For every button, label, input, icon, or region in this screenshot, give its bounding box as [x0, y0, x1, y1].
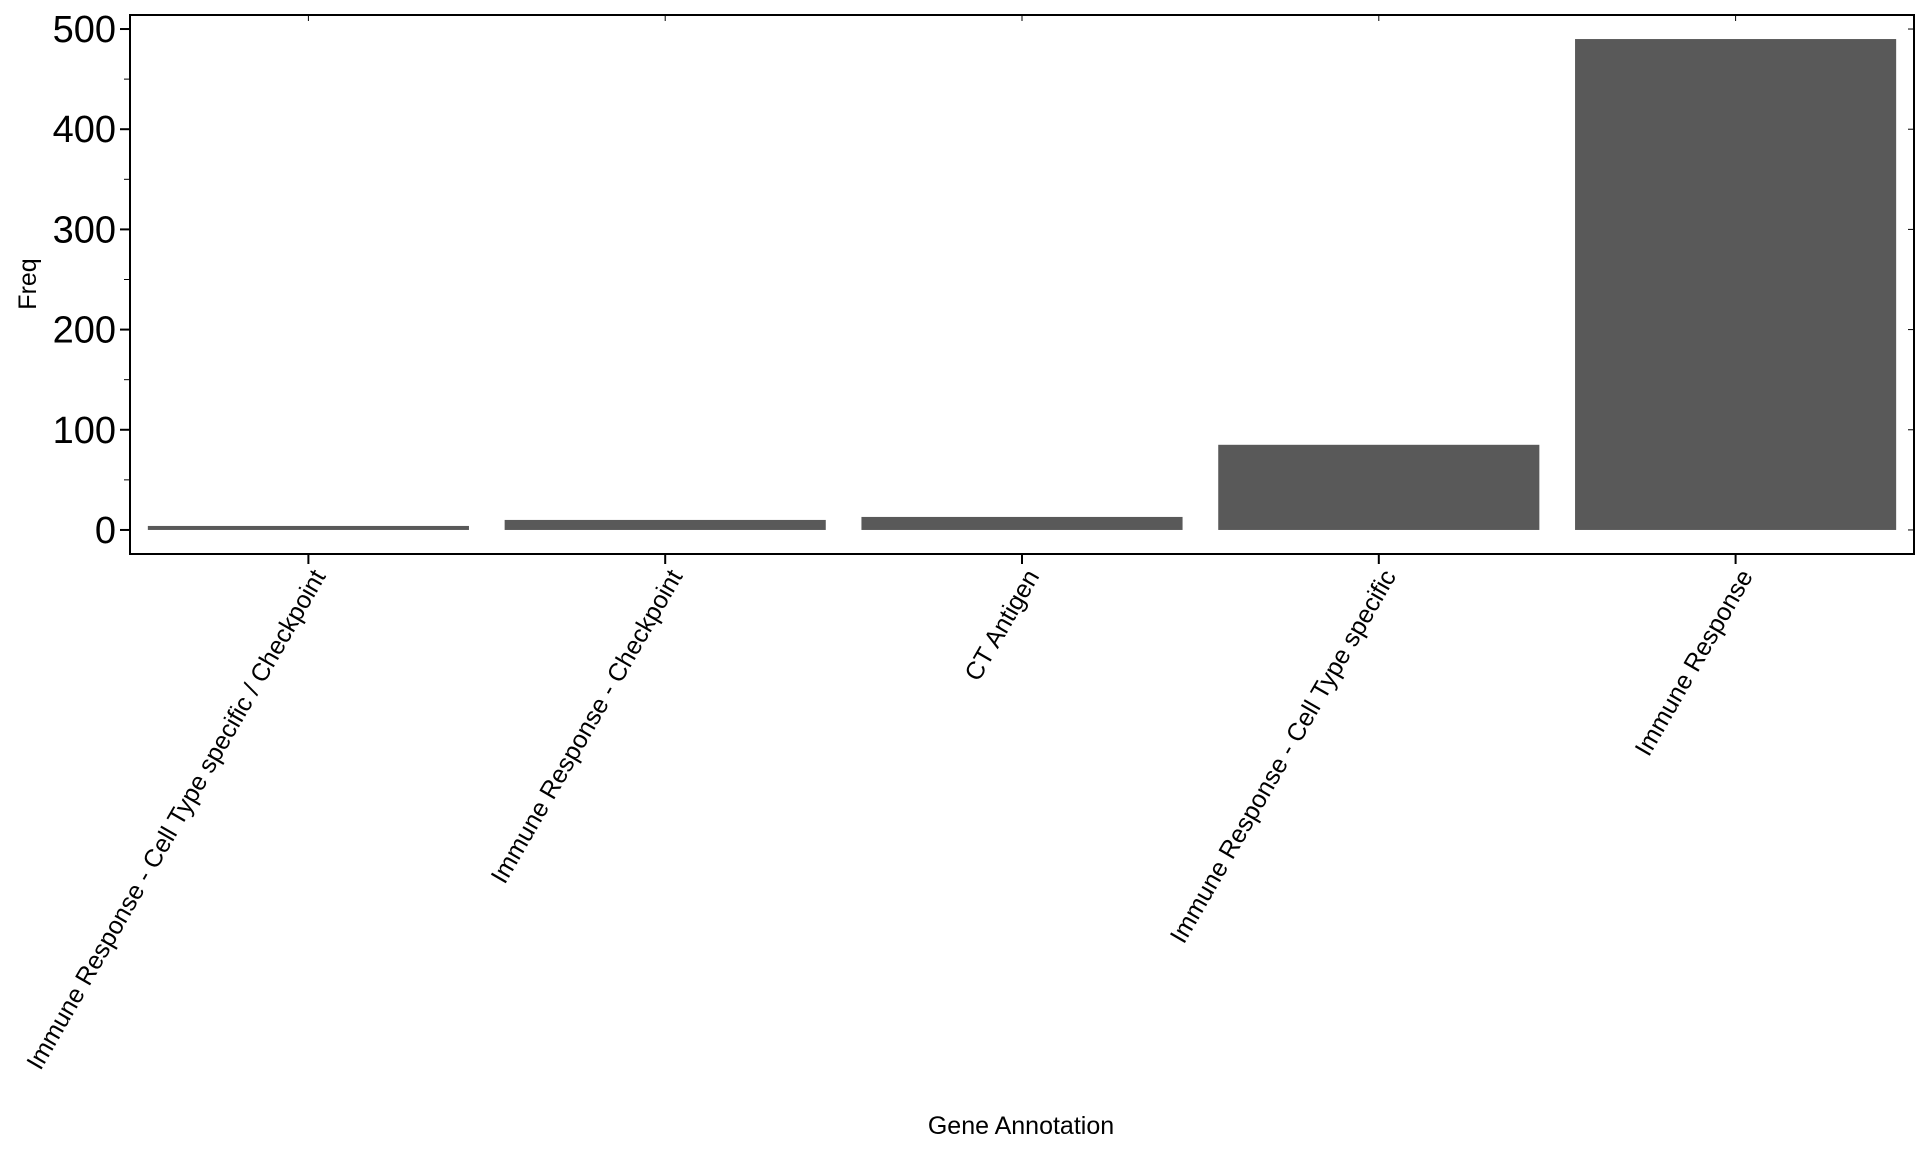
- y-tick-label: 500: [53, 9, 116, 51]
- x-tick-label: Immune Response - Checkpoint: [486, 565, 689, 888]
- x-axis-title: Gene Annotation: [928, 1112, 1114, 1140]
- bar: [147, 525, 469, 530]
- y-axis-title: Freq: [14, 258, 42, 309]
- y-tick-label: 100: [53, 410, 116, 452]
- x-tick-label: Immune Response - Cell Type specific: [1165, 565, 1402, 948]
- x-tick-label: CT Antigen: [959, 565, 1045, 686]
- y-tick-label: 200: [53, 310, 116, 352]
- y-tick-labels: 0 100 200 300 400 500: [53, 9, 116, 552]
- y-tick-label: 0: [95, 510, 116, 552]
- y-tick-label: 400: [53, 109, 116, 151]
- ticks-group: [120, 15, 1914, 564]
- bars-group: [147, 39, 1897, 530]
- bar: [1575, 39, 1897, 530]
- x-tick-label: Immune Response - Cell Type specific / C…: [21, 565, 331, 1074]
- y-tick-label: 300: [53, 209, 116, 251]
- x-tick-label: Immune Response: [1630, 565, 1759, 761]
- bar: [1218, 444, 1540, 530]
- bar: [504, 519, 826, 530]
- x-tick-labels: Immune Response - Cell Type specific / C…: [21, 565, 1758, 1074]
- bar: [861, 516, 1183, 530]
